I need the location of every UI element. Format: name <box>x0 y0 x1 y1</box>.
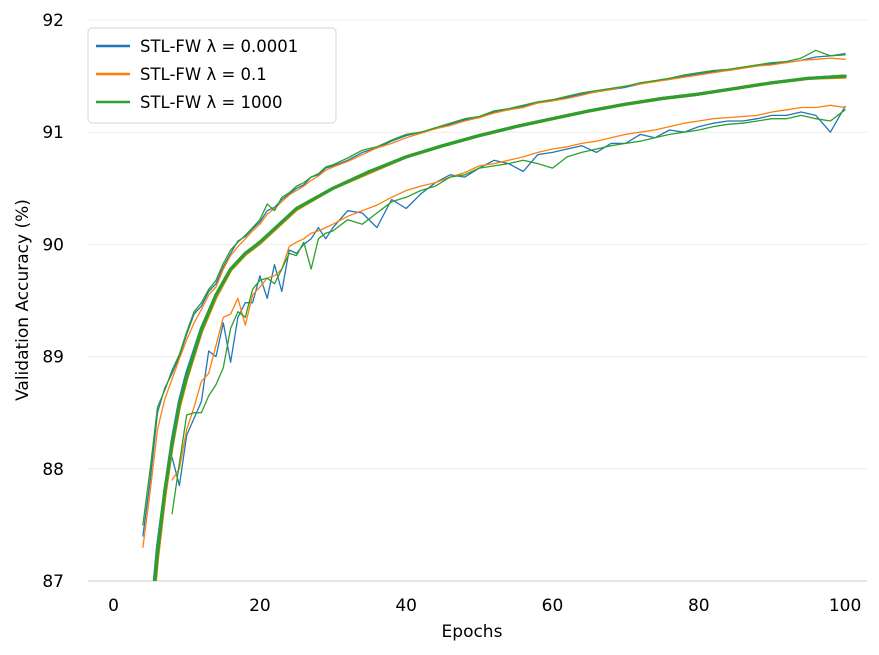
legend-label-orange: STL-FW λ = 0.1 <box>140 65 267 84</box>
x-tick-label: 60 <box>542 596 564 616</box>
y-axis-label: Validation Accuracy (%) <box>13 199 33 401</box>
y-tick-label: 89 <box>42 348 64 368</box>
legend: STL-FW λ = 0.0001 STL-FW λ = 0.1 STL-FW … <box>87 27 337 124</box>
grid-lines <box>88 19 867 470</box>
x-tick-label: 40 <box>395 596 417 616</box>
series-layer <box>142 49 847 581</box>
y-tick-label: 91 <box>42 123 64 143</box>
x-axis-label: Epochs <box>442 622 503 642</box>
tick-labels: 87 88 89 90 91 92 0 20 40 60 80 100 <box>42 11 861 616</box>
y-tick-label: 90 <box>42 235 64 255</box>
series-line-upper <box>142 53 846 537</box>
x-tick-label: 100 <box>829 596 861 616</box>
series-line-mean <box>153 74 847 581</box>
legend-label-green: STL-FW λ = 1000 <box>140 93 283 112</box>
series-line-upper <box>142 57 846 548</box>
x-tick-label: 20 <box>249 596 271 616</box>
y-tick-label: 87 <box>42 572 64 592</box>
y-tick-label: 88 <box>42 460 64 480</box>
legend-box <box>87 27 337 124</box>
series-line-mean <box>152 74 847 581</box>
series-line-lower <box>171 109 846 515</box>
x-tick-label: 80 <box>688 596 710 616</box>
legend-label-blue: STL-FW λ = 0.0001 <box>140 37 298 56</box>
x-tick-label: 0 <box>108 596 119 616</box>
series-line-upper <box>142 49 846 526</box>
series-line-lower <box>171 104 846 481</box>
y-tick-label: 92 <box>42 11 64 31</box>
